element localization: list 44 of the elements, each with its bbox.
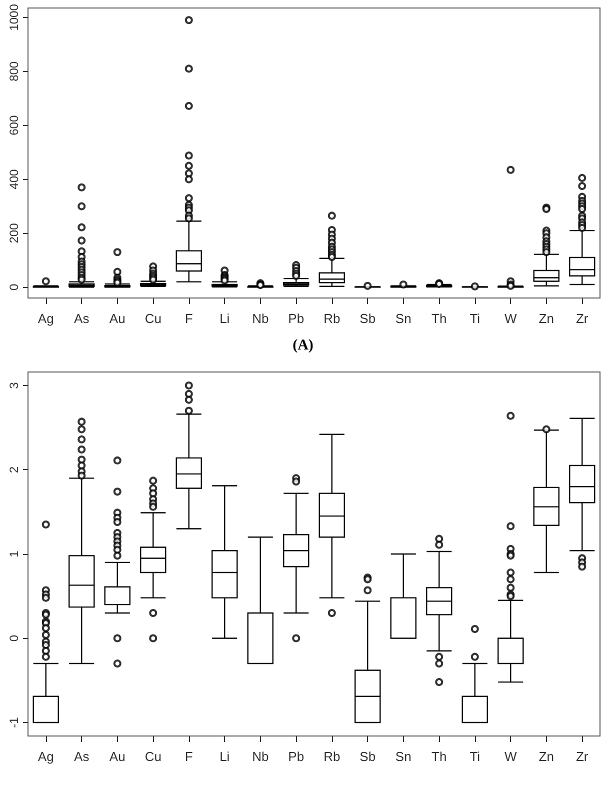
x-tick-label: Zn [538, 749, 554, 764]
x-tick-label: Sn [395, 749, 412, 764]
x-tick-label: Pb [288, 311, 304, 326]
x-tick-label: F [184, 749, 193, 764]
x-tick-label: Li [220, 749, 230, 764]
x-tick-label: As [74, 749, 90, 764]
x-tick-label: Ag [38, 749, 54, 764]
y-tick-label: 200 [7, 222, 21, 244]
x-tick-label: Zr [576, 311, 589, 326]
x-tick-label: Cu [144, 311, 162, 326]
x-tick-label: Th [432, 749, 447, 764]
y-tick-label: -1 [7, 716, 21, 728]
x-tick-label: Pb [288, 749, 304, 764]
y-tick-label: 600 [7, 115, 21, 136]
y-tick-label: 1 [7, 550, 21, 558]
x-tick-label: F [184, 311, 193, 326]
x-tick-label: Sb [360, 311, 376, 326]
x-tick-label: Ti [470, 749, 480, 764]
x-tick-label: Rb [324, 749, 340, 764]
text: (A) [292, 338, 314, 354]
y-tick-label: 1000 [7, 4, 21, 31]
y-tick-label: 0 [7, 634, 21, 642]
x-tick-label: Au [109, 311, 126, 326]
y-tick-label: 3 [7, 382, 21, 389]
y-tick-label: 2 [7, 466, 21, 474]
x-tick-label: Nb [252, 311, 269, 326]
x-tick-label: Ag [38, 311, 54, 326]
x-tick-label: Sn [395, 311, 412, 326]
x-tick-label: W [504, 749, 518, 764]
y-tick-label: 800 [7, 61, 21, 82]
y-tick-label: 0 [7, 284, 21, 291]
x-tick-label: Li [220, 311, 230, 326]
x-tick-label: Rb [324, 311, 340, 326]
x-tick-label: Au [109, 749, 126, 764]
x-tick-label: Th [432, 311, 447, 326]
x-tick-label: Ti [470, 311, 480, 326]
x-tick-label: As [74, 311, 90, 326]
x-tick-label: Sb [360, 749, 376, 764]
x-tick-label: Nb [252, 749, 269, 764]
x-tick-label: Zr [576, 749, 589, 764]
x-tick-label: Zn [538, 311, 554, 326]
x-tick-label: Cu [144, 749, 162, 764]
x-tick-label: W [504, 311, 518, 326]
y-tick-label: 400 [7, 168, 21, 190]
